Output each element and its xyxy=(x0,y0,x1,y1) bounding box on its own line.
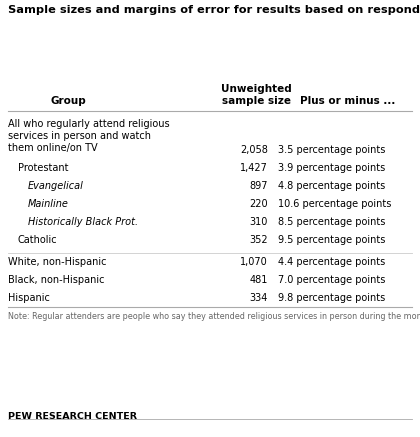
Text: Protestant: Protestant xyxy=(18,163,68,173)
Text: All who regularly attend religious
services in person and watch
them online/on T: All who regularly attend religious servi… xyxy=(8,118,170,153)
Text: 352: 352 xyxy=(249,235,268,245)
Text: 2,058: 2,058 xyxy=(240,145,268,155)
Text: 8.5 percentage points: 8.5 percentage points xyxy=(278,217,386,227)
Text: 334: 334 xyxy=(249,293,268,303)
Text: Black, non-Hispanic: Black, non-Hispanic xyxy=(8,275,105,285)
Text: Hispanic: Hispanic xyxy=(8,293,50,303)
Text: Note: Regular attenders are people who say they attended religious services in p: Note: Regular attenders are people who s… xyxy=(8,312,420,321)
Text: Unweighted
sample size: Unweighted sample size xyxy=(220,84,291,106)
Text: 310: 310 xyxy=(249,217,268,227)
Text: 9.5 percentage points: 9.5 percentage points xyxy=(278,235,386,245)
Text: 3.5 percentage points: 3.5 percentage points xyxy=(278,145,386,155)
Text: Sample sizes and margins of error for results based on respondents who regularly: Sample sizes and margins of error for re… xyxy=(8,5,420,15)
Text: Group: Group xyxy=(50,96,86,106)
Text: Catholic: Catholic xyxy=(18,235,58,245)
Text: 1,427: 1,427 xyxy=(240,163,268,173)
Text: Mainline: Mainline xyxy=(28,199,69,209)
Text: 1,070: 1,070 xyxy=(240,257,268,267)
Text: 7.0 percentage points: 7.0 percentage points xyxy=(278,275,386,285)
Text: Historically Black Prot.: Historically Black Prot. xyxy=(28,217,138,227)
Text: 220: 220 xyxy=(249,199,268,209)
Text: 4.4 percentage points: 4.4 percentage points xyxy=(278,257,385,267)
Text: 481: 481 xyxy=(249,275,268,285)
Text: 4.8 percentage points: 4.8 percentage points xyxy=(278,181,385,191)
Text: White, non-Hispanic: White, non-Hispanic xyxy=(8,257,107,267)
Text: 897: 897 xyxy=(249,181,268,191)
Text: PEW RESEARCH CENTER: PEW RESEARCH CENTER xyxy=(8,412,137,421)
Text: Plus or minus ...: Plus or minus ... xyxy=(300,96,396,106)
Text: 9.8 percentage points: 9.8 percentage points xyxy=(278,293,385,303)
Text: 10.6 percentage points: 10.6 percentage points xyxy=(278,199,391,209)
Text: Evangelical: Evangelical xyxy=(28,181,84,191)
Text: 3.9 percentage points: 3.9 percentage points xyxy=(278,163,385,173)
